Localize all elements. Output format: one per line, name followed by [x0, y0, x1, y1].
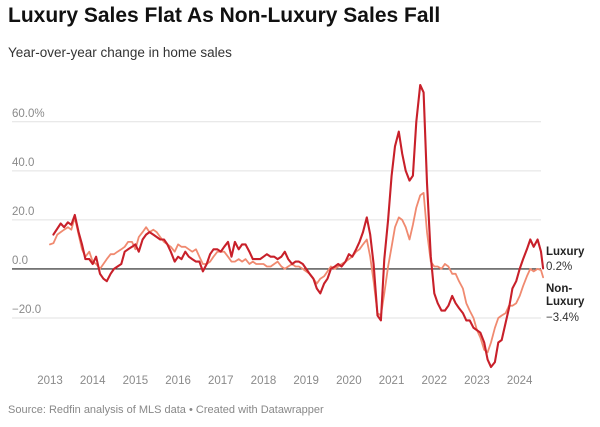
- chart-subtitle: Year-over-year change in home sales: [8, 45, 232, 60]
- source-note: Source: Redfin analysis of MLS data • Cr…: [8, 404, 324, 416]
- series-name-non-luxury-line2: Luxury: [546, 296, 585, 308]
- x-tick-label: 2019: [293, 375, 319, 387]
- x-tick-label: 2020: [336, 375, 362, 387]
- y-tick-label: −20.0: [12, 304, 41, 316]
- x-tick-label: 2021: [379, 375, 405, 387]
- y-tick-label: 40.0: [12, 157, 34, 169]
- x-tick-label: 2023: [464, 375, 490, 387]
- series-name-non-luxury: Non-Luxury: [546, 283, 585, 308]
- x-tick-label: 2014: [80, 375, 106, 387]
- series-end-value-non-luxury: −3.4%: [546, 312, 579, 324]
- series-line-luxury: [52, 83, 545, 369]
- x-tick-label: 2015: [123, 375, 149, 387]
- x-tick-label: 2017: [208, 375, 234, 387]
- y-tick-label: 20.0: [12, 206, 34, 218]
- x-tick-label: 2022: [421, 375, 447, 387]
- x-tick-label: 2018: [251, 375, 277, 387]
- series-name-non-luxury-line1: Non-: [546, 283, 572, 295]
- y-tick-label: 60.0%: [12, 108, 45, 120]
- x-tick-label: 2013: [37, 375, 63, 387]
- x-tick-label: 2016: [165, 375, 191, 387]
- series-line-non-luxury: [49, 192, 544, 354]
- x-tick-label: 2024: [507, 375, 533, 387]
- y-tick-label: 0.0: [12, 255, 28, 267]
- series-end-value-luxury: 0.2%: [546, 261, 572, 273]
- series-name-luxury: Luxury: [546, 246, 585, 258]
- chart-title: Luxury Sales Flat As Non-Luxury Sales Fa…: [8, 4, 441, 27]
